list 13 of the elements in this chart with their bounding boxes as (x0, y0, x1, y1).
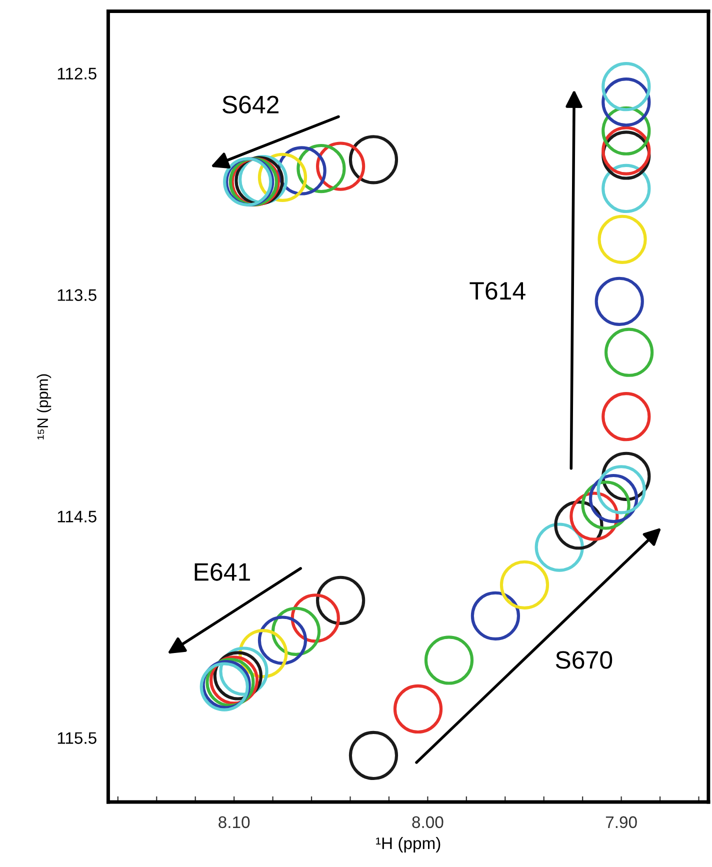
x-tick-label: 7.90 (606, 816, 637, 828)
y-axis-title: ¹⁵N (ppm) (36, 374, 52, 440)
x-tick-label: 8.00 (412, 816, 444, 828)
y-tick-label: 115.5 (58, 732, 96, 744)
y-tick-label: 112.5 (58, 68, 96, 80)
y-tick-label: 113.5 (58, 289, 96, 301)
x-tick-label: 8.10 (218, 816, 250, 828)
x-axis-title: ¹H (ppm) (376, 836, 440, 852)
annotation: S642 (222, 96, 278, 114)
y-tick-label: 114.5 (58, 510, 96, 522)
annotation: T614 (470, 282, 526, 300)
annotation: E641 (194, 563, 250, 581)
annotation: S670 (556, 651, 612, 669)
